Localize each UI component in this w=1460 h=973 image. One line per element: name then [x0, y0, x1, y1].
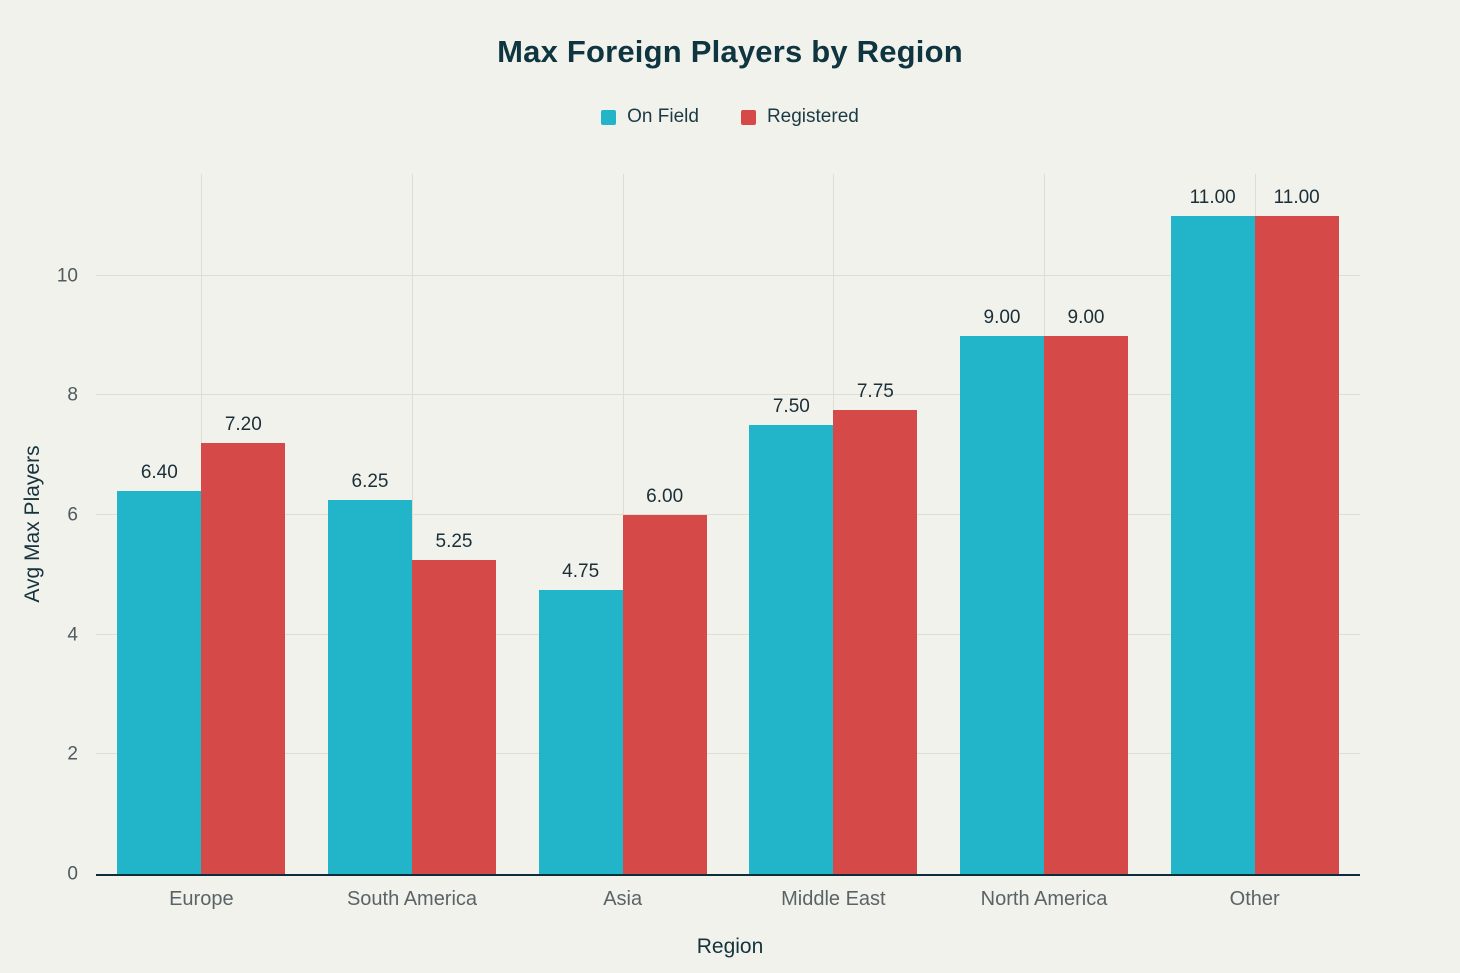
category-group-middle-east: 7.50 7.75 [728, 174, 939, 874]
y-tick-label: 4 [67, 624, 78, 646]
category-group-europe: 6.40 7.20 [96, 174, 307, 874]
x-tick-label-south-america: South America [346, 888, 478, 910]
gridline [96, 633, 1360, 635]
y-tick-labels: 0 2 4 6 8 10 [16, 174, 78, 883]
legend-label-registered: Registered [766, 106, 859, 127]
gridline [96, 394, 1360, 396]
bar-on-field-europe: 6.40 [117, 462, 202, 874]
x-tick-labels: Europe South America Asia Middle East North … [96, 888, 1360, 911]
x-axis-title: Region [696, 935, 764, 958]
x-tick-label-asia: Asia [603, 888, 643, 910]
category-group-north-america: 9.00 9.00 [939, 174, 1150, 874]
bar-value-label: 4.75 [562, 560, 600, 582]
bar-value-label: 6.25 [351, 471, 389, 493]
bar-value-label: 5.25 [435, 530, 473, 552]
legend-swatch-registered-icon [740, 109, 756, 125]
legend-label-on-field: On Field [627, 106, 699, 127]
category-group-south-america: 6.25 5.25 [307, 174, 518, 874]
bar-on-field-north-america: 9.00 [960, 307, 1045, 874]
legend-item-on-field[interactable]: On Field [601, 106, 699, 128]
vertical-gridline [412, 174, 413, 874]
bar-value-label: 9.00 [1067, 306, 1105, 328]
bar-on-field-other: 11.00 [1170, 187, 1255, 874]
legend: On Field Registered [0, 106, 1460, 128]
y-tick-label: 6 [67, 504, 78, 526]
bar-value-label: 7.75 [856, 381, 894, 403]
bar-value-label: 6.00 [646, 486, 684, 508]
y-tick-label: 10 [56, 265, 78, 287]
y-tick-label: 8 [67, 384, 78, 406]
bars-container: 6.40 7.20 6.25 5.25 4.75 6.00 7.50 7.75 9.00 9.00… [96, 174, 1360, 874]
chart-area: Avg Max Players 0 2 4 6 8 10 6.40 7.20 6.25 5.25… [0, 174, 1460, 959]
bar-value-label: 6.40 [140, 462, 178, 484]
x-tick-label-other: Other [1229, 888, 1280, 910]
gridline [96, 753, 1360, 755]
legend-item-registered[interactable]: Registered [740, 106, 859, 128]
bar-registered-other: 11.00 [1254, 187, 1339, 874]
legend-swatch-on-field-icon [601, 109, 617, 125]
bar-registered-europe: 7.20 [201, 414, 286, 874]
bar-value-label: 11.00 [1273, 186, 1320, 208]
y-tick-label: 0 [67, 863, 78, 885]
bar-value-label: 11.00 [1189, 186, 1236, 208]
y-tick-label: 2 [67, 743, 78, 765]
bar-value-label: 7.20 [224, 414, 262, 436]
x-tick-label-north-america: North America [980, 888, 1108, 910]
x-tick-label-europe: Europe [169, 888, 234, 910]
category-group-asia: 4.75 6.00 [517, 174, 728, 874]
gridline [96, 514, 1360, 516]
bar-value-label: 7.50 [772, 396, 810, 418]
chart-title: Max Foreign Players by Region [497, 34, 963, 69]
bar-on-field-south-america: 6.25 [328, 471, 412, 874]
bar-registered-middle-east: 7.75 [833, 381, 918, 874]
bar-on-field-middle-east: 7.50 [749, 396, 834, 874]
gridline [96, 274, 1360, 276]
bar-registered-asia: 6.00 [622, 486, 707, 874]
x-tick-label-middle-east: Middle East [781, 888, 886, 910]
plot-area: 0 2 4 6 8 10 6.40 7.20 6.25 5.25 4.75 6.00 7.50 7.75… [57, 174, 1360, 884]
bar-registered-south-america: 5.25 [412, 531, 496, 874]
bar-on-field-asia: 4.75 [538, 561, 623, 874]
bar-registered-north-america: 9.00 [1044, 307, 1129, 874]
bar-value-label: 9.00 [983, 306, 1021, 328]
gridlines [96, 174, 1360, 874]
category-group-other: 11.00 11.00 [1149, 174, 1360, 874]
